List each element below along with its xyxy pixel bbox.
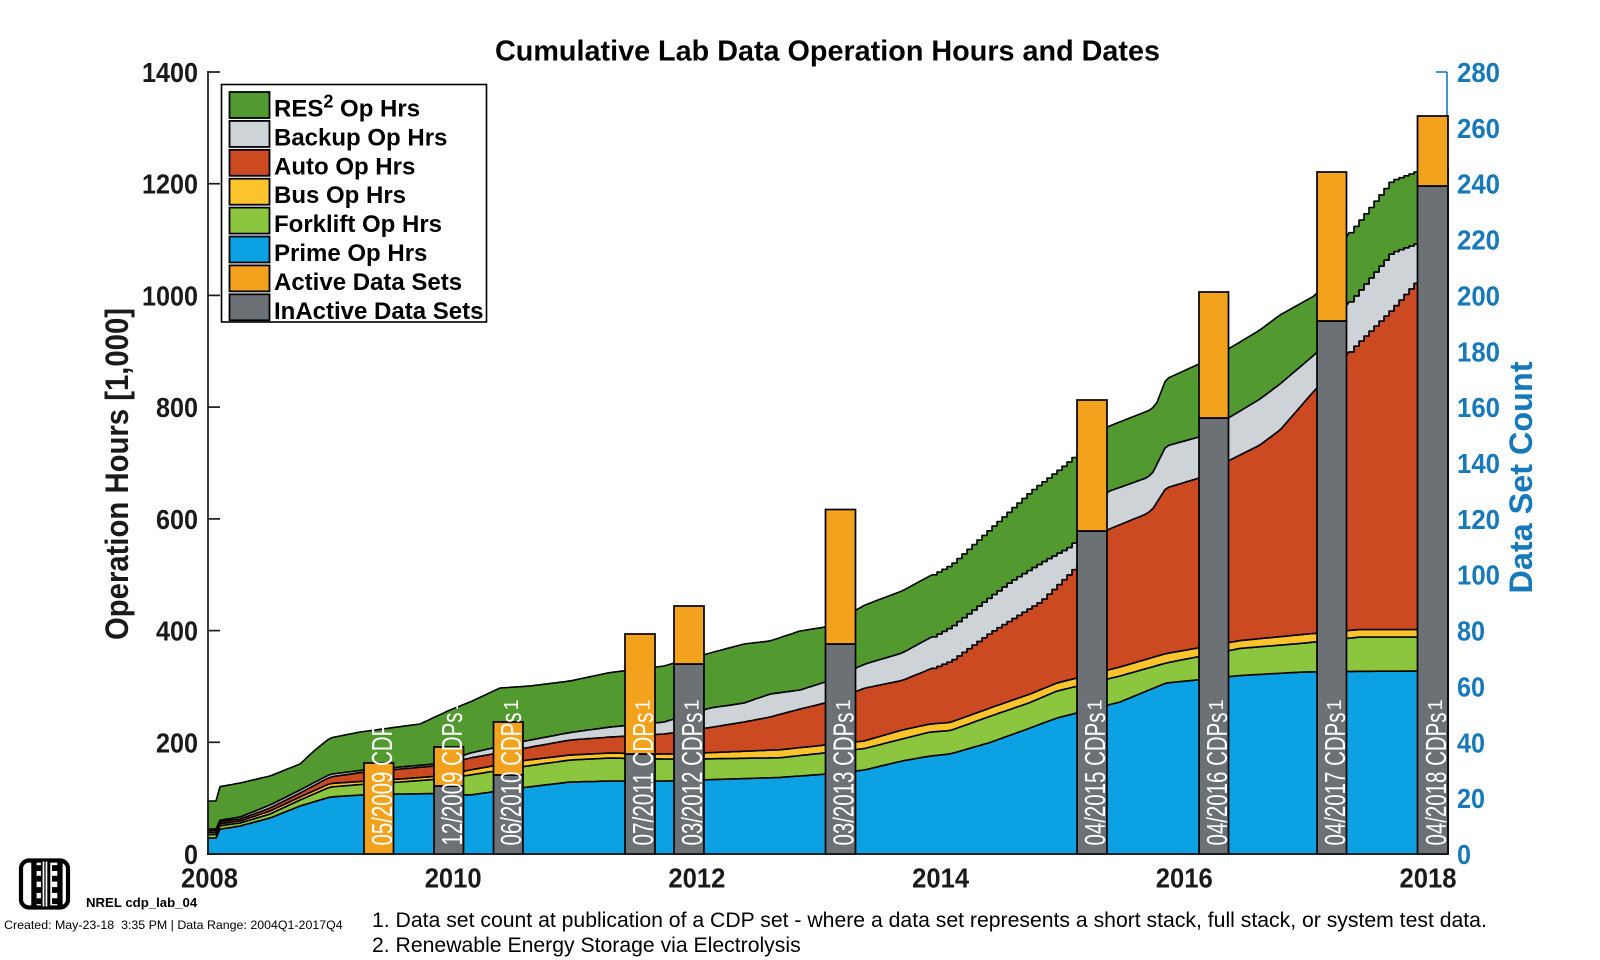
svg-text:1: 1 [833, 699, 855, 710]
svg-text:Data Set Count: Data Set Count [1503, 361, 1539, 593]
svg-text:1: 1 [1324, 699, 1346, 710]
svg-text:Bus Op Hrs: Bus Op Hrs [274, 182, 406, 209]
svg-text:NREL cdp_lab_04: NREL cdp_lab_04 [86, 895, 198, 910]
svg-text:1: 1 [441, 699, 463, 710]
svg-text:Active Data Sets: Active Data Sets [274, 269, 462, 296]
svg-text:240: 240 [1457, 169, 1500, 200]
svg-text:1: 1 [1425, 699, 1447, 710]
svg-text:03/2012 CDPs: 03/2012 CDPs [677, 713, 709, 846]
svg-text:0: 0 [184, 839, 198, 870]
svg-text:1200: 1200 [142, 169, 198, 200]
svg-text:RES2 Op Hrs: RES2 Op Hrs [274, 92, 420, 123]
svg-text:04/2015 CDPs: 04/2015 CDPs [1080, 713, 1112, 846]
svg-text:160: 160 [1457, 392, 1500, 423]
svg-text:120: 120 [1457, 504, 1500, 535]
svg-text:2010: 2010 [425, 863, 482, 894]
svg-text:1000: 1000 [142, 280, 198, 311]
svg-text:1: 1 [633, 699, 655, 710]
svg-text:1: 1 [371, 699, 393, 710]
svg-text:2014: 2014 [912, 863, 969, 894]
svg-text:InActive Data Sets: InActive Data Sets [274, 298, 483, 325]
svg-text:400: 400 [156, 616, 198, 647]
svg-text:04/2017 CDPs: 04/2017 CDPs [1320, 713, 1352, 846]
svg-text:0: 0 [1457, 839, 1471, 870]
svg-text:07/2011 CDPs: 07/2011 CDPs [628, 713, 660, 846]
svg-text:1400: 1400 [142, 57, 198, 88]
svg-text:04/2016 CDPs: 04/2016 CDPs [1202, 713, 1234, 846]
svg-text:1: 1 [682, 699, 704, 710]
svg-text:220: 220 [1457, 225, 1500, 256]
svg-text:03/2013 CDPs: 03/2013 CDPs [829, 713, 861, 846]
svg-text:200: 200 [1457, 280, 1500, 311]
svg-text:180: 180 [1457, 336, 1500, 367]
svg-text:40: 40 [1457, 727, 1485, 758]
svg-text:Backup Op Hrs: Backup Op Hrs [274, 124, 447, 151]
svg-text:Prime Op Hrs: Prime Op Hrs [274, 240, 427, 267]
svg-text:2008: 2008 [181, 863, 238, 894]
svg-text:Forklift Op Hrs: Forklift Op Hrs [274, 211, 442, 238]
svg-text:1: 1 [1206, 699, 1228, 710]
svg-text:260: 260 [1457, 113, 1500, 144]
svg-text:1: 1 [1085, 699, 1107, 710]
svg-text:2. Renewable Energy Storage vi: 2. Renewable Energy Storage via Electrol… [372, 934, 801, 957]
svg-text:2016: 2016 [1156, 863, 1213, 894]
svg-text:Cumulative Lab Data Operation: Cumulative Lab Data Operation Hours and … [495, 35, 1160, 67]
svg-text:100: 100 [1457, 560, 1500, 591]
svg-text:200: 200 [156, 727, 198, 758]
svg-text:280: 280 [1457, 57, 1500, 88]
svg-text:80: 80 [1457, 616, 1485, 647]
svg-text:60: 60 [1457, 671, 1485, 702]
svg-text:05/2009 CDPs: 05/2009 CDPs [367, 713, 399, 846]
svg-text:2012: 2012 [668, 863, 725, 894]
svg-text:Auto Op Hrs: Auto Op Hrs [274, 153, 415, 180]
svg-text:Operation Hours [1,000]: Operation Hours [1,000] [99, 308, 135, 640]
svg-text:06/2010 CDPs: 06/2010 CDPs [496, 713, 528, 846]
svg-text:04/2018 CDPs: 04/2018 CDPs [1421, 713, 1453, 846]
svg-text:600: 600 [156, 504, 198, 535]
svg-text:140: 140 [1457, 448, 1500, 479]
svg-text:1. Data set count at publicati: 1. Data set count at publication of a CD… [372, 909, 1487, 932]
svg-text:20: 20 [1457, 783, 1485, 814]
svg-text:2018: 2018 [1400, 863, 1457, 894]
svg-text:Created: May-23-18 3:35 PM |: Created: May-23-18 3:35 PM | Data Range:… [4, 918, 343, 932]
svg-text:800: 800 [156, 392, 198, 423]
svg-text:12/2009 CDPs: 12/2009 CDPs [437, 713, 469, 846]
svg-text:1: 1 [501, 699, 523, 710]
